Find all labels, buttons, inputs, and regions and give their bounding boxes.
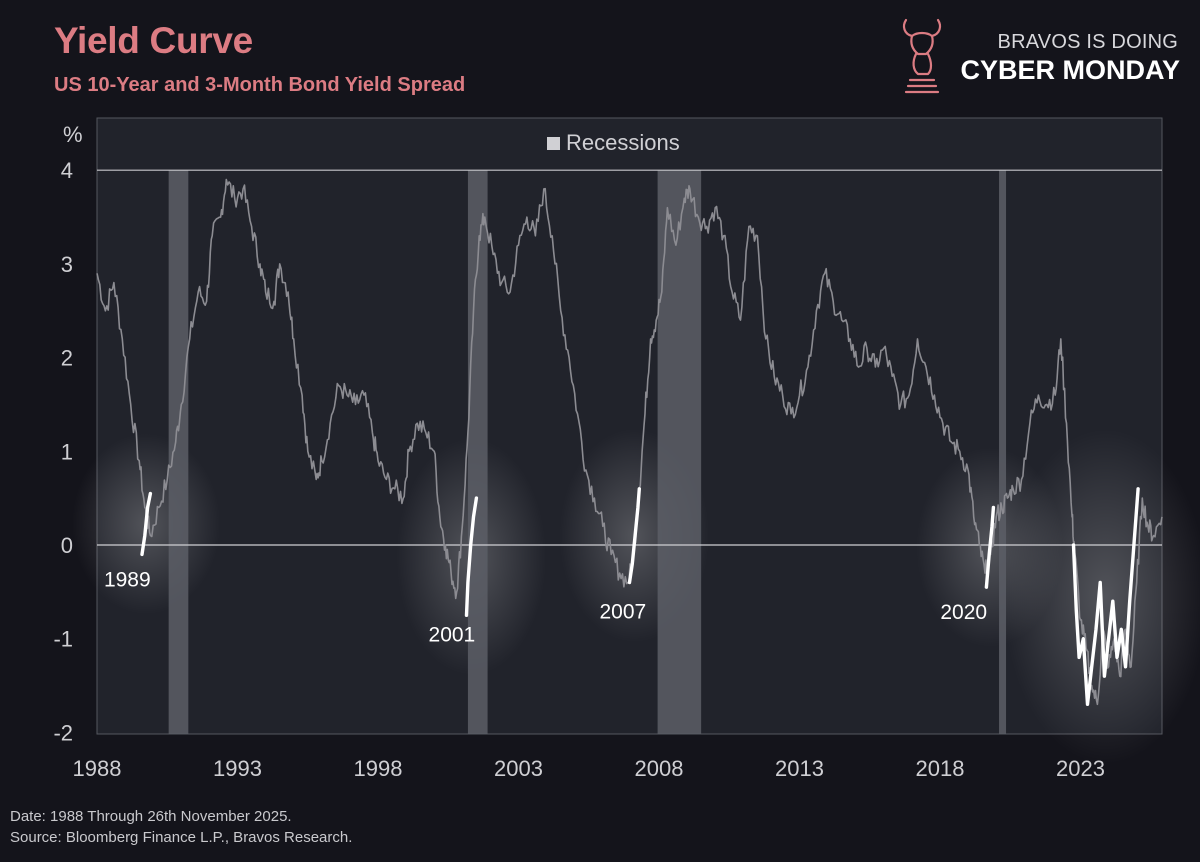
highlight-segment-2020 — [984, 505, 996, 589]
y-tick-label: -1 — [53, 627, 73, 652]
highlight-segment-2001 — [464, 496, 479, 617]
y-tick-label: 0 — [61, 533, 73, 558]
x-tick-label: 2013 — [775, 756, 824, 781]
spread-series-line — [96, 178, 1163, 706]
inversion-label-2007: 2007 — [600, 600, 647, 623]
inversion-label-2001: 2001 — [429, 623, 476, 646]
recession-band-3 — [657, 170, 702, 734]
highlight-segment-recent — [1071, 487, 1140, 706]
brand-tagline: BRAVOS IS DOING — [997, 31, 1178, 53]
highlight-segment-2007 — [627, 487, 641, 585]
x-tick-label: 2023 — [1056, 756, 1105, 781]
inversion-label-1989: 1989 — [104, 568, 151, 591]
y-tick-label: 3 — [61, 252, 73, 277]
inversion-label-2020: 2020 — [940, 601, 987, 624]
y-axis-unit-label: % — [63, 122, 83, 147]
chart-title: Yield Curve — [54, 20, 253, 61]
x-tick-label: 1988 — [73, 756, 122, 781]
date-note: Date: 1988 Through 26th November 2025. — [10, 808, 292, 825]
x-tick-label: 2008 — [635, 756, 684, 781]
legend-label: Recessions — [566, 130, 680, 155]
bull-chess-knight-icon — [902, 18, 942, 94]
source-note: Source: Bloomberg Finance L.P., Bravos R… — [10, 829, 353, 846]
legend-swatch — [547, 137, 560, 150]
x-tick-label: 1998 — [354, 756, 403, 781]
y-tick-label: -2 — [53, 720, 73, 745]
brand-headline: CYBER MONDAY — [960, 55, 1180, 85]
y-tick-label: 2 — [61, 346, 73, 371]
y-tick-label: 1 — [61, 439, 73, 464]
x-tick-label: 2003 — [494, 756, 543, 781]
recession-band-4 — [999, 170, 1007, 734]
recession-band-1 — [168, 170, 189, 734]
highlight-segment-1989 — [140, 491, 153, 557]
x-tick-label: 2018 — [916, 756, 965, 781]
x-tick-label: 1993 — [213, 756, 262, 781]
y-tick-label: 4 — [61, 158, 73, 183]
chart-subtitle: US 10-Year and 3-Month Bond Yield Spread — [54, 74, 466, 96]
